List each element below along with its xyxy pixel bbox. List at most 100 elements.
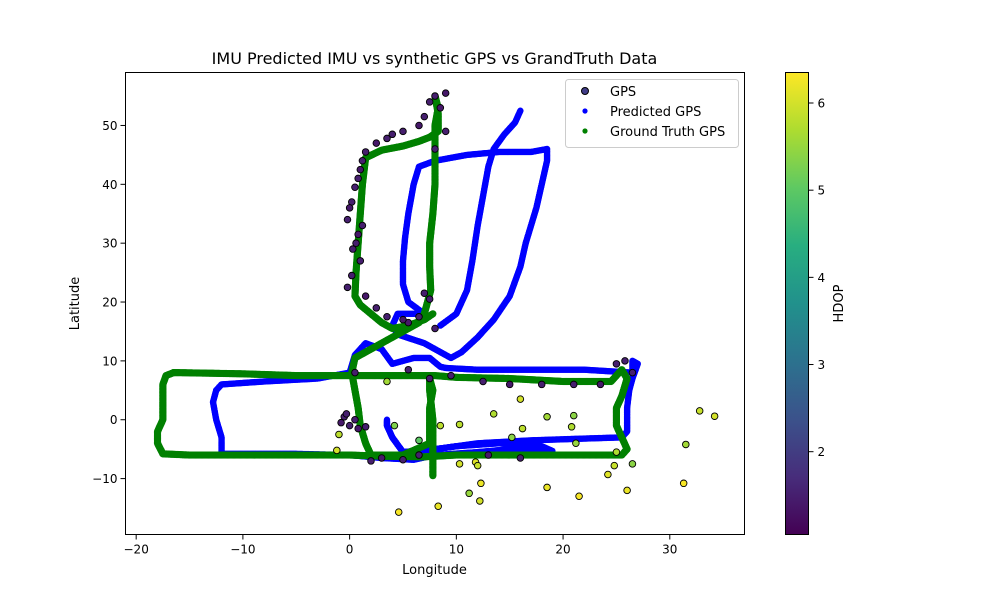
- gps-point: [516, 395, 525, 403]
- gps-point: [337, 418, 345, 427]
- gps-point: [477, 479, 485, 488]
- gps-point: [682, 440, 690, 449]
- gps-point: [361, 148, 370, 156]
- gps-point: [415, 436, 423, 445]
- gps-point: [628, 368, 637, 377]
- gps-point: [455, 420, 464, 429]
- gps-point: [372, 304, 381, 312]
- gps-point: [394, 508, 403, 516]
- gps-point: [358, 221, 367, 230]
- gps-point: [567, 423, 576, 431]
- legend-marker-predicted: [582, 108, 588, 114]
- gps-point: [404, 365, 413, 374]
- y-tick-label: 30: [102, 237, 117, 251]
- gps-point: [425, 98, 434, 106]
- colorbar-tick-label: 4: [818, 271, 826, 285]
- legend-marker-gps: [581, 87, 589, 95]
- gps-point: [361, 292, 370, 300]
- gps-points: [333, 89, 719, 516]
- gps-point: [383, 134, 391, 143]
- gps-point: [377, 454, 386, 462]
- gps-point: [333, 446, 341, 455]
- gps-point: [543, 483, 551, 492]
- gps-point: [345, 421, 354, 430]
- gps-point: [695, 407, 704, 415]
- ground-truth-gps-points: [153, 92, 631, 480]
- gps-point: [710, 412, 719, 420]
- gps-point: [621, 357, 629, 365]
- gps-point: [343, 215, 352, 224]
- gps-point: [335, 430, 343, 439]
- chart-title: IMU Predicted IMU vs synthetic GPS vs Gr…: [212, 49, 658, 68]
- gps-point: [390, 421, 399, 430]
- gps-point: [431, 92, 439, 100]
- gps-point: [473, 461, 482, 470]
- y-tick-label: 0: [110, 413, 118, 427]
- x-tick-label: 0: [346, 543, 354, 557]
- y-axis: −10 0 10 20 30 40 50: [92, 119, 126, 486]
- x-tick-label: 20: [555, 543, 570, 557]
- x-tick-label: −10: [230, 543, 255, 557]
- gps-point: [415, 121, 423, 130]
- gps-point: [351, 368, 359, 377]
- gps-point: [476, 497, 484, 505]
- gps-point: [623, 486, 631, 495]
- colorbar-tick-label: 6: [818, 97, 826, 111]
- gps-point: [604, 470, 612, 479]
- gps-point: [399, 315, 407, 324]
- gps-point: [345, 204, 354, 212]
- legend-label-ground-truth: Ground Truth GPS: [610, 125, 725, 140]
- gps-point: [354, 230, 362, 239]
- gps-point: [348, 271, 356, 280]
- gps-point: [436, 104, 445, 112]
- y-tick-label: 50: [102, 119, 117, 133]
- gps-point: [367, 457, 375, 465]
- y-tick-label: 10: [102, 354, 117, 368]
- plot-frame: [125, 72, 745, 535]
- colorbar-ticks: 2 3 4 5 6: [808, 97, 826, 459]
- gps-point: [575, 492, 583, 500]
- plot-marks: [153, 89, 719, 516]
- legend-box: [565, 79, 739, 148]
- gps-point: [518, 424, 527, 433]
- gps-point: [543, 413, 551, 421]
- gps-point: [349, 245, 357, 253]
- gps-point: [455, 460, 464, 468]
- gps-point: [372, 139, 381, 147]
- gps-point: [431, 324, 439, 333]
- gps-point: [489, 410, 498, 418]
- gps-point: [537, 380, 546, 389]
- gps-point: [383, 377, 391, 386]
- gps-point: [383, 312, 391, 321]
- gps-point: [415, 312, 423, 321]
- gps-point: [484, 451, 493, 459]
- gps-point: [516, 454, 525, 462]
- x-tick-label: 10: [449, 543, 464, 557]
- y-tick-label: −10: [92, 472, 117, 486]
- colorbar-tick-label: 5: [818, 184, 826, 198]
- gps-point: [612, 448, 621, 456]
- gps-point: [508, 433, 516, 442]
- gps-point: [479, 377, 487, 386]
- gps-point: [356, 165, 365, 174]
- gps-point: [354, 174, 362, 183]
- legend: GPS Predicted GPS Ground Truth GPS: [565, 79, 739, 148]
- ground-truth-gps-point: [169, 369, 178, 377]
- gps-point: [420, 289, 429, 297]
- gps-point: [431, 145, 439, 153]
- predicted-gps-point: [213, 387, 220, 394]
- gps-point: [434, 502, 442, 511]
- legend-label-gps: GPS: [610, 85, 636, 100]
- colorbar-label: HDOP: [832, 284, 847, 322]
- predicted-gps-point: [517, 107, 524, 114]
- colorbar-tick-label: 3: [818, 358, 826, 372]
- gps-point: [342, 410, 351, 418]
- x-tick-label: −20: [124, 543, 149, 557]
- legend-marker-ground-truth: [582, 128, 588, 134]
- gps-point: [572, 439, 580, 448]
- y-tick-label: 20: [102, 296, 117, 310]
- gps-point: [352, 239, 360, 247]
- gps-point: [612, 360, 621, 368]
- colorbar: [785, 72, 809, 535]
